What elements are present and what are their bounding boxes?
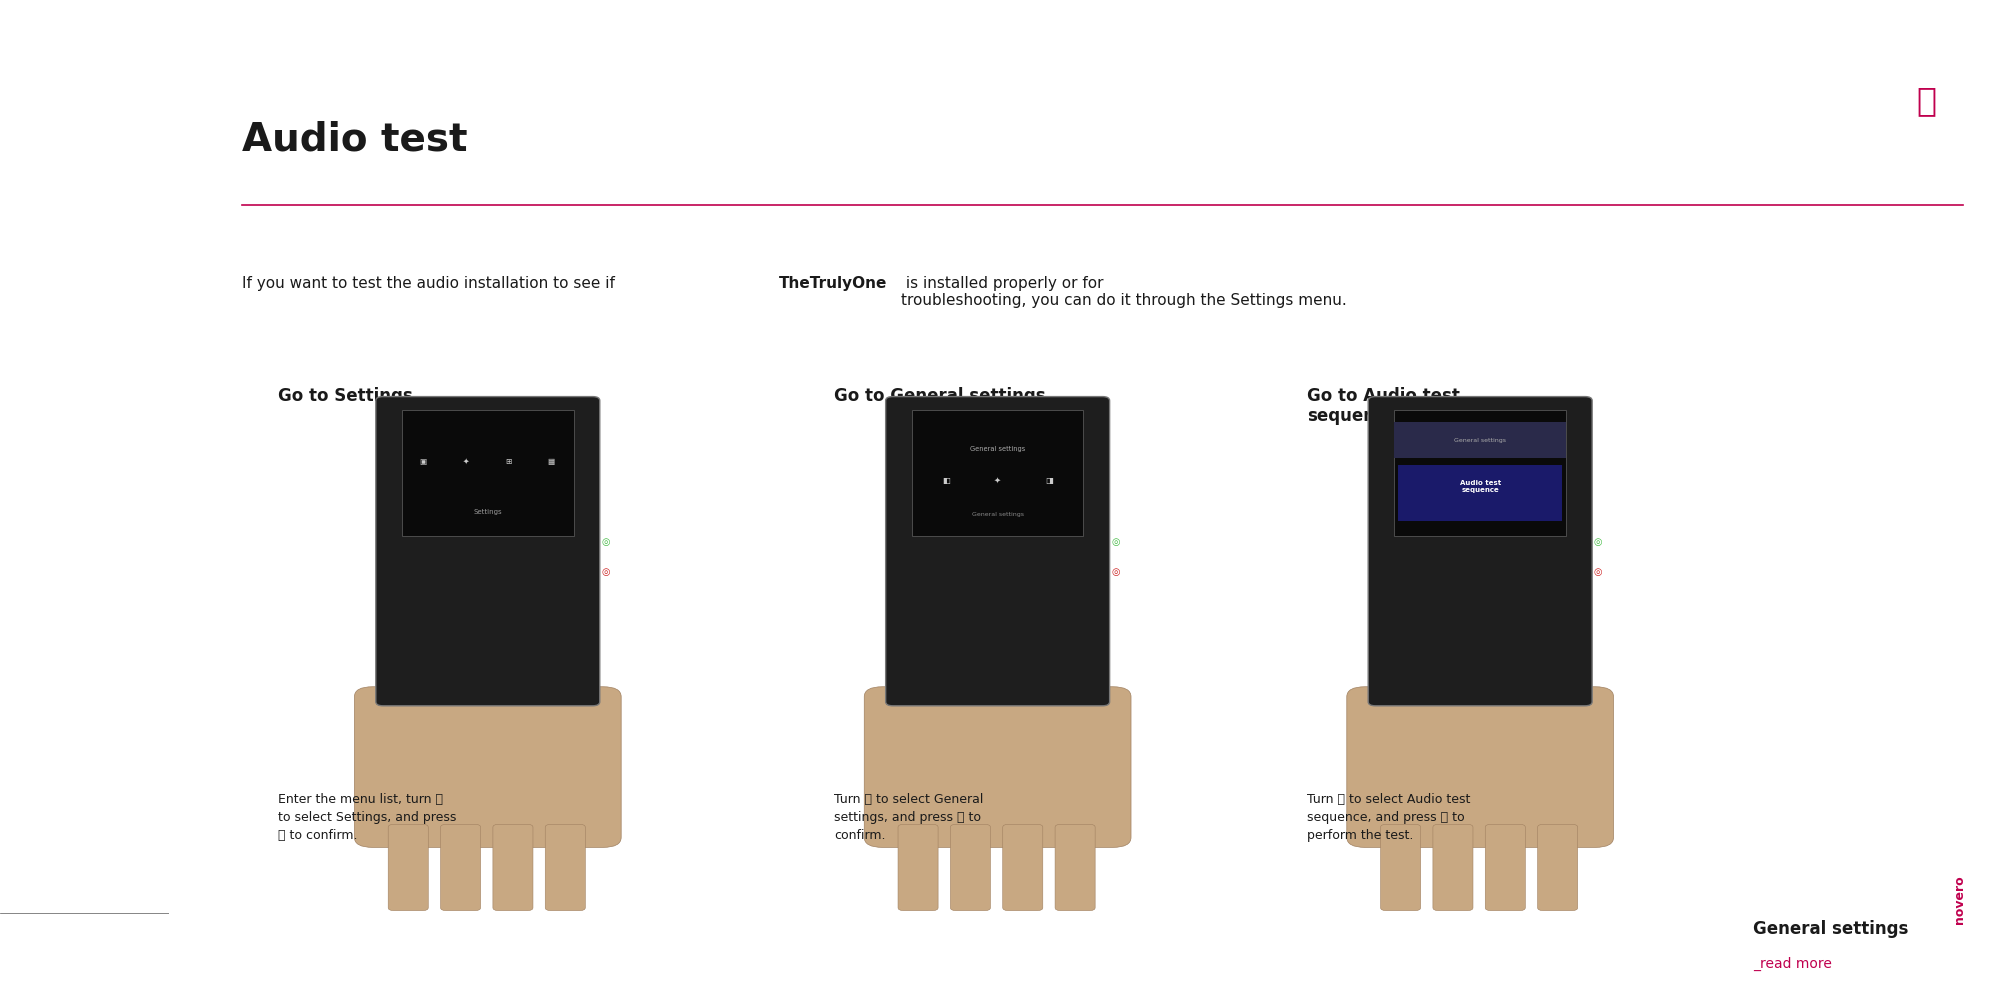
Bar	[1396, 465, 1561, 522]
Text: Turn ⓔ to select General
settings, and press ⓔ to
confirm.: Turn ⓔ to select General settings, and p…	[833, 792, 983, 842]
Text: ›: ›	[145, 424, 151, 438]
Text: ›: ›	[145, 846, 151, 860]
Text: ◎: ◎	[1593, 537, 1601, 547]
FancyBboxPatch shape	[885, 397, 1110, 706]
Text: Audio test
sequence: Audio test sequence	[1458, 479, 1500, 492]
Text: Go to Settings: Go to Settings	[278, 386, 414, 404]
Text: ›: ›	[145, 545, 151, 559]
FancyBboxPatch shape	[545, 824, 585, 911]
Text: TheTrulyOne: TheTrulyOne	[780, 276, 887, 291]
Text: ▣: ▣	[420, 456, 426, 465]
FancyBboxPatch shape	[1347, 687, 1613, 848]
FancyBboxPatch shape	[1537, 824, 1577, 911]
FancyBboxPatch shape	[354, 687, 621, 848]
Text: is installed properly or for
troubleshooting, you can do it through the Settings: is installed properly or for troubleshoo…	[901, 276, 1347, 308]
Text: ▦: ▦	[547, 456, 555, 465]
Text: ›: ›	[145, 725, 151, 739]
FancyBboxPatch shape	[1432, 824, 1472, 911]
Text: ›: ›	[145, 484, 151, 498]
FancyBboxPatch shape	[388, 824, 428, 911]
Text: Certification &
safety approvals: Certification & safety approvals	[20, 718, 119, 746]
Text: ◎: ◎	[1112, 537, 1120, 547]
FancyBboxPatch shape	[863, 687, 1130, 848]
Text: Settings: Settings	[473, 509, 501, 515]
Text: Safety & disposal: Safety & disposal	[20, 666, 123, 678]
Text: Turn ⓔ to select Audio test
sequence, and press ⓔ to
perform the test.: Turn ⓔ to select Audio test sequence, an…	[1307, 792, 1470, 842]
FancyBboxPatch shape	[951, 824, 991, 911]
Text: Care: Care	[20, 546, 48, 558]
Text: Operation: Operation	[20, 185, 80, 197]
Text: Back: Back	[20, 947, 50, 959]
Text: ✦: ✦	[994, 475, 1000, 484]
Text: ◎: ◎	[601, 537, 611, 547]
FancyBboxPatch shape	[1002, 824, 1042, 911]
FancyBboxPatch shape	[1484, 824, 1524, 911]
Text: Welcome: Welcome	[20, 124, 74, 136]
Text: General settings: General settings	[1454, 438, 1506, 443]
Text: Index: Index	[20, 847, 52, 859]
Text: ›: ›	[145, 665, 151, 679]
Text: ◨: ◨	[1044, 475, 1052, 484]
Text: ›: ›	[145, 304, 151, 318]
FancyBboxPatch shape	[1054, 824, 1094, 911]
Text: ‹: ‹	[145, 946, 151, 960]
Text: Music: Music	[20, 425, 54, 437]
Text: Support: Support	[20, 606, 68, 618]
FancyBboxPatch shape	[1368, 397, 1591, 706]
Text: novero: novero	[1951, 875, 1965, 923]
Text: ›: ›	[145, 785, 151, 799]
Text: _read more: _read more	[1752, 956, 1832, 970]
Text: Glossary: Glossary	[20, 786, 72, 798]
Text: ◎: ◎	[1112, 567, 1120, 577]
Text: Enter the menu list, turn ⓔ
to select Settings, and press
ⓔ to confirm.: Enter the menu list, turn ⓔ to select Se…	[278, 792, 457, 842]
Text: ⊞: ⊞	[505, 456, 511, 465]
FancyBboxPatch shape	[376, 397, 599, 706]
FancyBboxPatch shape	[897, 824, 937, 911]
FancyBboxPatch shape	[1380, 824, 1420, 911]
Text: Audio test: Audio test	[243, 120, 467, 158]
Text: Call functions: Call functions	[20, 305, 101, 317]
Bar	[1394, 410, 1565, 537]
Text: ›: ›	[145, 605, 151, 619]
Text: General settings: General settings	[1752, 919, 1907, 937]
Text: ✦: ✦	[461, 456, 469, 465]
Text: ◎: ◎	[601, 567, 611, 577]
Text: 🔧: 🔧	[1915, 84, 1935, 116]
Text: If you want to test the audio installation to see if: If you want to test the audio installati…	[243, 276, 619, 291]
Text: Getting started: Getting started	[20, 245, 111, 257]
Text: ›: ›	[145, 364, 151, 378]
Text: Go to Audio test
sequence: Go to Audio test sequence	[1307, 386, 1460, 425]
FancyBboxPatch shape	[493, 824, 533, 911]
Bar	[1394, 423, 1565, 458]
Text: ›: ›	[145, 244, 151, 258]
Text: In-call functions: In-call functions	[20, 365, 113, 377]
FancyBboxPatch shape	[440, 824, 481, 911]
Text: General settings: General settings	[969, 445, 1024, 451]
Bar	[911, 410, 1082, 537]
Text: ›: ›	[145, 123, 151, 137]
Text: General settings: General settings	[971, 512, 1022, 517]
Text: Go to General settings: Go to General settings	[833, 386, 1044, 404]
Text: Settings: Settings	[20, 485, 76, 497]
Text: ›: ›	[145, 184, 151, 198]
Bar	[402, 410, 573, 537]
Text: ◎: ◎	[1593, 567, 1601, 577]
Text: ◧: ◧	[941, 475, 949, 484]
